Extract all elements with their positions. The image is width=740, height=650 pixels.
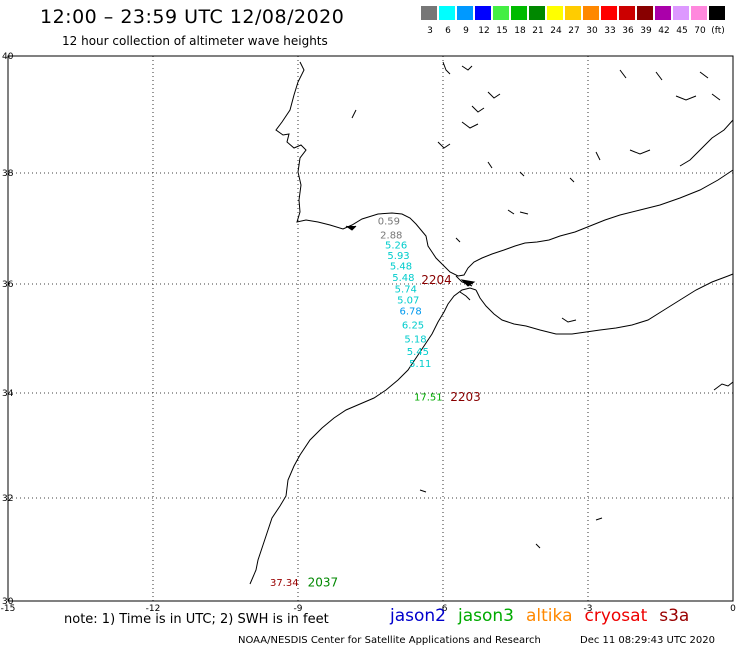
wave-height-label: 5.11 [409,359,431,370]
legend-swatch [421,6,437,20]
legend-swatch [511,6,527,20]
wave-height-label: 5.93 [387,251,409,262]
wave-height-label: 5.26 [385,240,407,251]
legend-label: 21 [532,26,544,36]
longitude-tick-label: -6 [439,604,448,614]
wave-height-label: 5.45 [407,347,429,358]
legend-swatch [709,6,725,20]
latitude-tick-label: 38 [2,169,14,179]
algarve-feature [345,225,357,231]
legend-label: (ft) [711,26,725,36]
legend-label: 36 [622,26,634,36]
legend-swatch [601,6,617,20]
legend-label: 70 [694,26,706,36]
wave-height-label: 6.78 [400,307,422,318]
legend-swatch [637,6,653,20]
pass-time-labels: 2204 2203 2037 [308,273,481,590]
latitude-tick-label: 40 [2,52,14,62]
legend-swatch [565,6,581,20]
wave-height-label: 5.18 [404,334,426,345]
pass-time-label: 2203 [450,390,481,404]
wave-height-label: 5.48 [392,273,414,284]
longitude-tick-label: -12 [146,604,161,614]
longitude-tick-labels: -15 -12 -9 -6 -3 0 [1,604,736,614]
legend-label: 39 [640,26,652,36]
satellite-name: s3a [659,606,690,626]
longitude-tick-label: -9 [294,604,303,614]
latitude-tick-label: 34 [2,389,14,399]
legend-label: 18 [514,26,526,36]
satellite-name: jason3 [458,606,514,626]
map-frame [7,55,734,602]
legend-label: 6 [445,26,451,36]
longitude-tick-label: -3 [584,604,593,614]
legend-label: 33 [604,26,616,36]
wave-height-label: 17.51 [414,392,443,403]
legend-label: 12 [478,26,490,36]
latitude-tick-label: 30 [2,597,14,607]
latitude-tick-label: 32 [2,494,13,504]
legend-swatch [619,6,635,20]
gibraltar-south [459,291,471,301]
wave-height-label: 2.88 [380,230,402,241]
legend-swatch [493,6,509,20]
legend-label: 42 [658,26,670,36]
legend-label: 15 [496,26,508,36]
wave-height-label: 5.48 [390,262,412,273]
map-title: 12:00 – 23:59 UTC 12/08/2020 [40,6,345,28]
legend-swatch [475,6,491,20]
africa-atlantic-coast [249,287,477,585]
latitude-tick-label: 36 [2,280,14,290]
legend-label: 24 [550,26,562,36]
gibraltar-rock [460,279,476,287]
alboran-detail [561,317,577,323]
grid-lines [8,56,733,601]
pass-time-label: 2037 [308,576,339,590]
legend-swatch [457,6,473,20]
legend-swatch [673,6,689,20]
satellite-legend: jason2 jason3 altika cryosat s3a [390,606,701,626]
longitude-tick-label: -15 [1,604,16,614]
pass-time-label: 2204 [421,273,452,287]
legend-swatch [439,6,455,20]
satellite-name: altika [526,606,573,626]
footer-note: note: 1) Time is in UTC; 2) SWH is in fe… [64,612,329,627]
africa-mediterranean-coast [475,273,734,335]
legend-label: 27 [568,26,580,36]
wave-height-label: 5.07 [397,296,419,307]
legend-swatch [529,6,545,20]
legend-swatch [583,6,599,20]
credit-line: NOAA/NESDIS Center for Satellite Applica… [238,635,541,646]
latitude-tick-labels: 40 38 36 34 32 30 [2,52,14,607]
legend-swatch [547,6,563,20]
wave-height-label: 5.74 [395,285,417,296]
iberia-coast-mediterranean [679,119,734,167]
iberia-coast [275,61,734,277]
wave-height-label: 0.59 [378,217,400,228]
legend-label: 30 [586,26,598,36]
legend-swatch [655,6,671,20]
legend-label: 3 [427,26,433,36]
legend-label: 9 [463,26,469,36]
wave-height-label: 6.25 [402,321,424,332]
coastlines [249,61,734,585]
longitude-tick-label: 0 [730,604,736,614]
legend-swatch [691,6,707,20]
legend-label: 45 [676,26,688,36]
wave-height-labels: 0.592.885.265.935.485.485.745.076.786.25… [270,217,443,589]
map-subtitle: 12 hour collection of altimeter wave hei… [62,34,328,48]
satellite-name: jason2 [390,606,446,626]
credit-timestamp: Dec 11 08:29:43 UTC 2020 [580,635,715,646]
satellite-name: cryosat [584,606,648,626]
wave-height-label: 37.34 [270,578,299,589]
